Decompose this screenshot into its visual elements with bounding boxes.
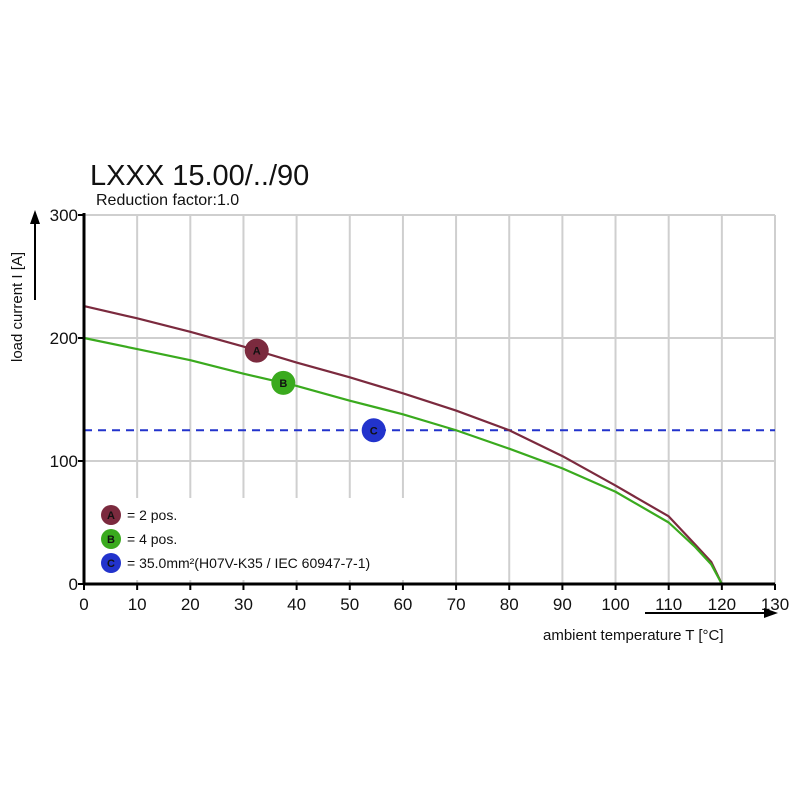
legend: A = 2 pos. B = 4 pos. C = 35.0mm²(H07V-K35 / … bbox=[101, 505, 370, 573]
y-tick-label: 100 bbox=[50, 452, 78, 471]
x-tick-label: 0 bbox=[79, 595, 88, 614]
chart-subtitle: Reduction factor:1.0 bbox=[96, 192, 239, 209]
y-tick-label: 300 bbox=[50, 206, 78, 225]
legend-label-c: = 35.0mm²(H07V-K35 / IEC 60947-7-1) bbox=[127, 555, 370, 571]
x-axis-label: ambient temperature T [°C] bbox=[543, 627, 724, 644]
reference-c-marker bbox=[361, 418, 386, 443]
legend-background bbox=[92, 498, 422, 580]
x-tick-label: 20 bbox=[181, 595, 200, 614]
x-tick-label: 130 bbox=[761, 595, 789, 614]
legend-label-b: = 4 pos. bbox=[127, 531, 177, 547]
y-axis-arrow-icon bbox=[30, 210, 40, 224]
x-tick-label: 50 bbox=[340, 595, 359, 614]
series-b-marker-label: B bbox=[279, 378, 287, 390]
x-tick-label: 100 bbox=[601, 595, 629, 614]
reference-c-marker-label: C bbox=[370, 425, 378, 437]
legend-label-a: = 2 pos. bbox=[127, 507, 177, 523]
axes: 0 10 20 30 40 50 60 70 80 90 100 110 120 130 0 100 200 30… bbox=[30, 206, 789, 618]
y-tick-label: 0 bbox=[69, 575, 78, 594]
x-tick-label: 60 bbox=[393, 595, 412, 614]
series-a-marker bbox=[244, 338, 269, 363]
legend-b-marker bbox=[101, 529, 121, 549]
legend-a-marker bbox=[101, 505, 121, 525]
y-axis-label: load current I [A] bbox=[9, 252, 26, 362]
x-tick-label: 40 bbox=[287, 595, 306, 614]
legend-c-marker-label: C bbox=[107, 558, 115, 570]
x-tick-label: 30 bbox=[234, 595, 253, 614]
x-tick-label: 80 bbox=[500, 595, 519, 614]
legend-c-marker bbox=[101, 553, 121, 573]
legend-b-marker-label: B bbox=[107, 534, 115, 546]
series-line-a bbox=[83, 304, 723, 585]
grid bbox=[84, 214, 776, 584]
x-tick-label: 10 bbox=[128, 595, 147, 614]
legend-a-marker-label: A bbox=[107, 510, 115, 522]
x-tick-label: 110 bbox=[655, 595, 682, 614]
series-a-marker-label: A bbox=[253, 346, 261, 358]
chart-title: LXXX 15.00/../90 bbox=[90, 160, 309, 192]
series-line-b bbox=[83, 336, 723, 585]
x-axis-arrow-icon bbox=[764, 608, 778, 618]
x-tick-label: 70 bbox=[447, 595, 466, 614]
x-tick-label: 120 bbox=[708, 595, 736, 614]
series-group: ABC bbox=[83, 304, 775, 585]
x-tick-label: 90 bbox=[553, 595, 572, 614]
series-b-marker bbox=[271, 370, 296, 395]
y-tick-label: 200 bbox=[50, 329, 78, 348]
